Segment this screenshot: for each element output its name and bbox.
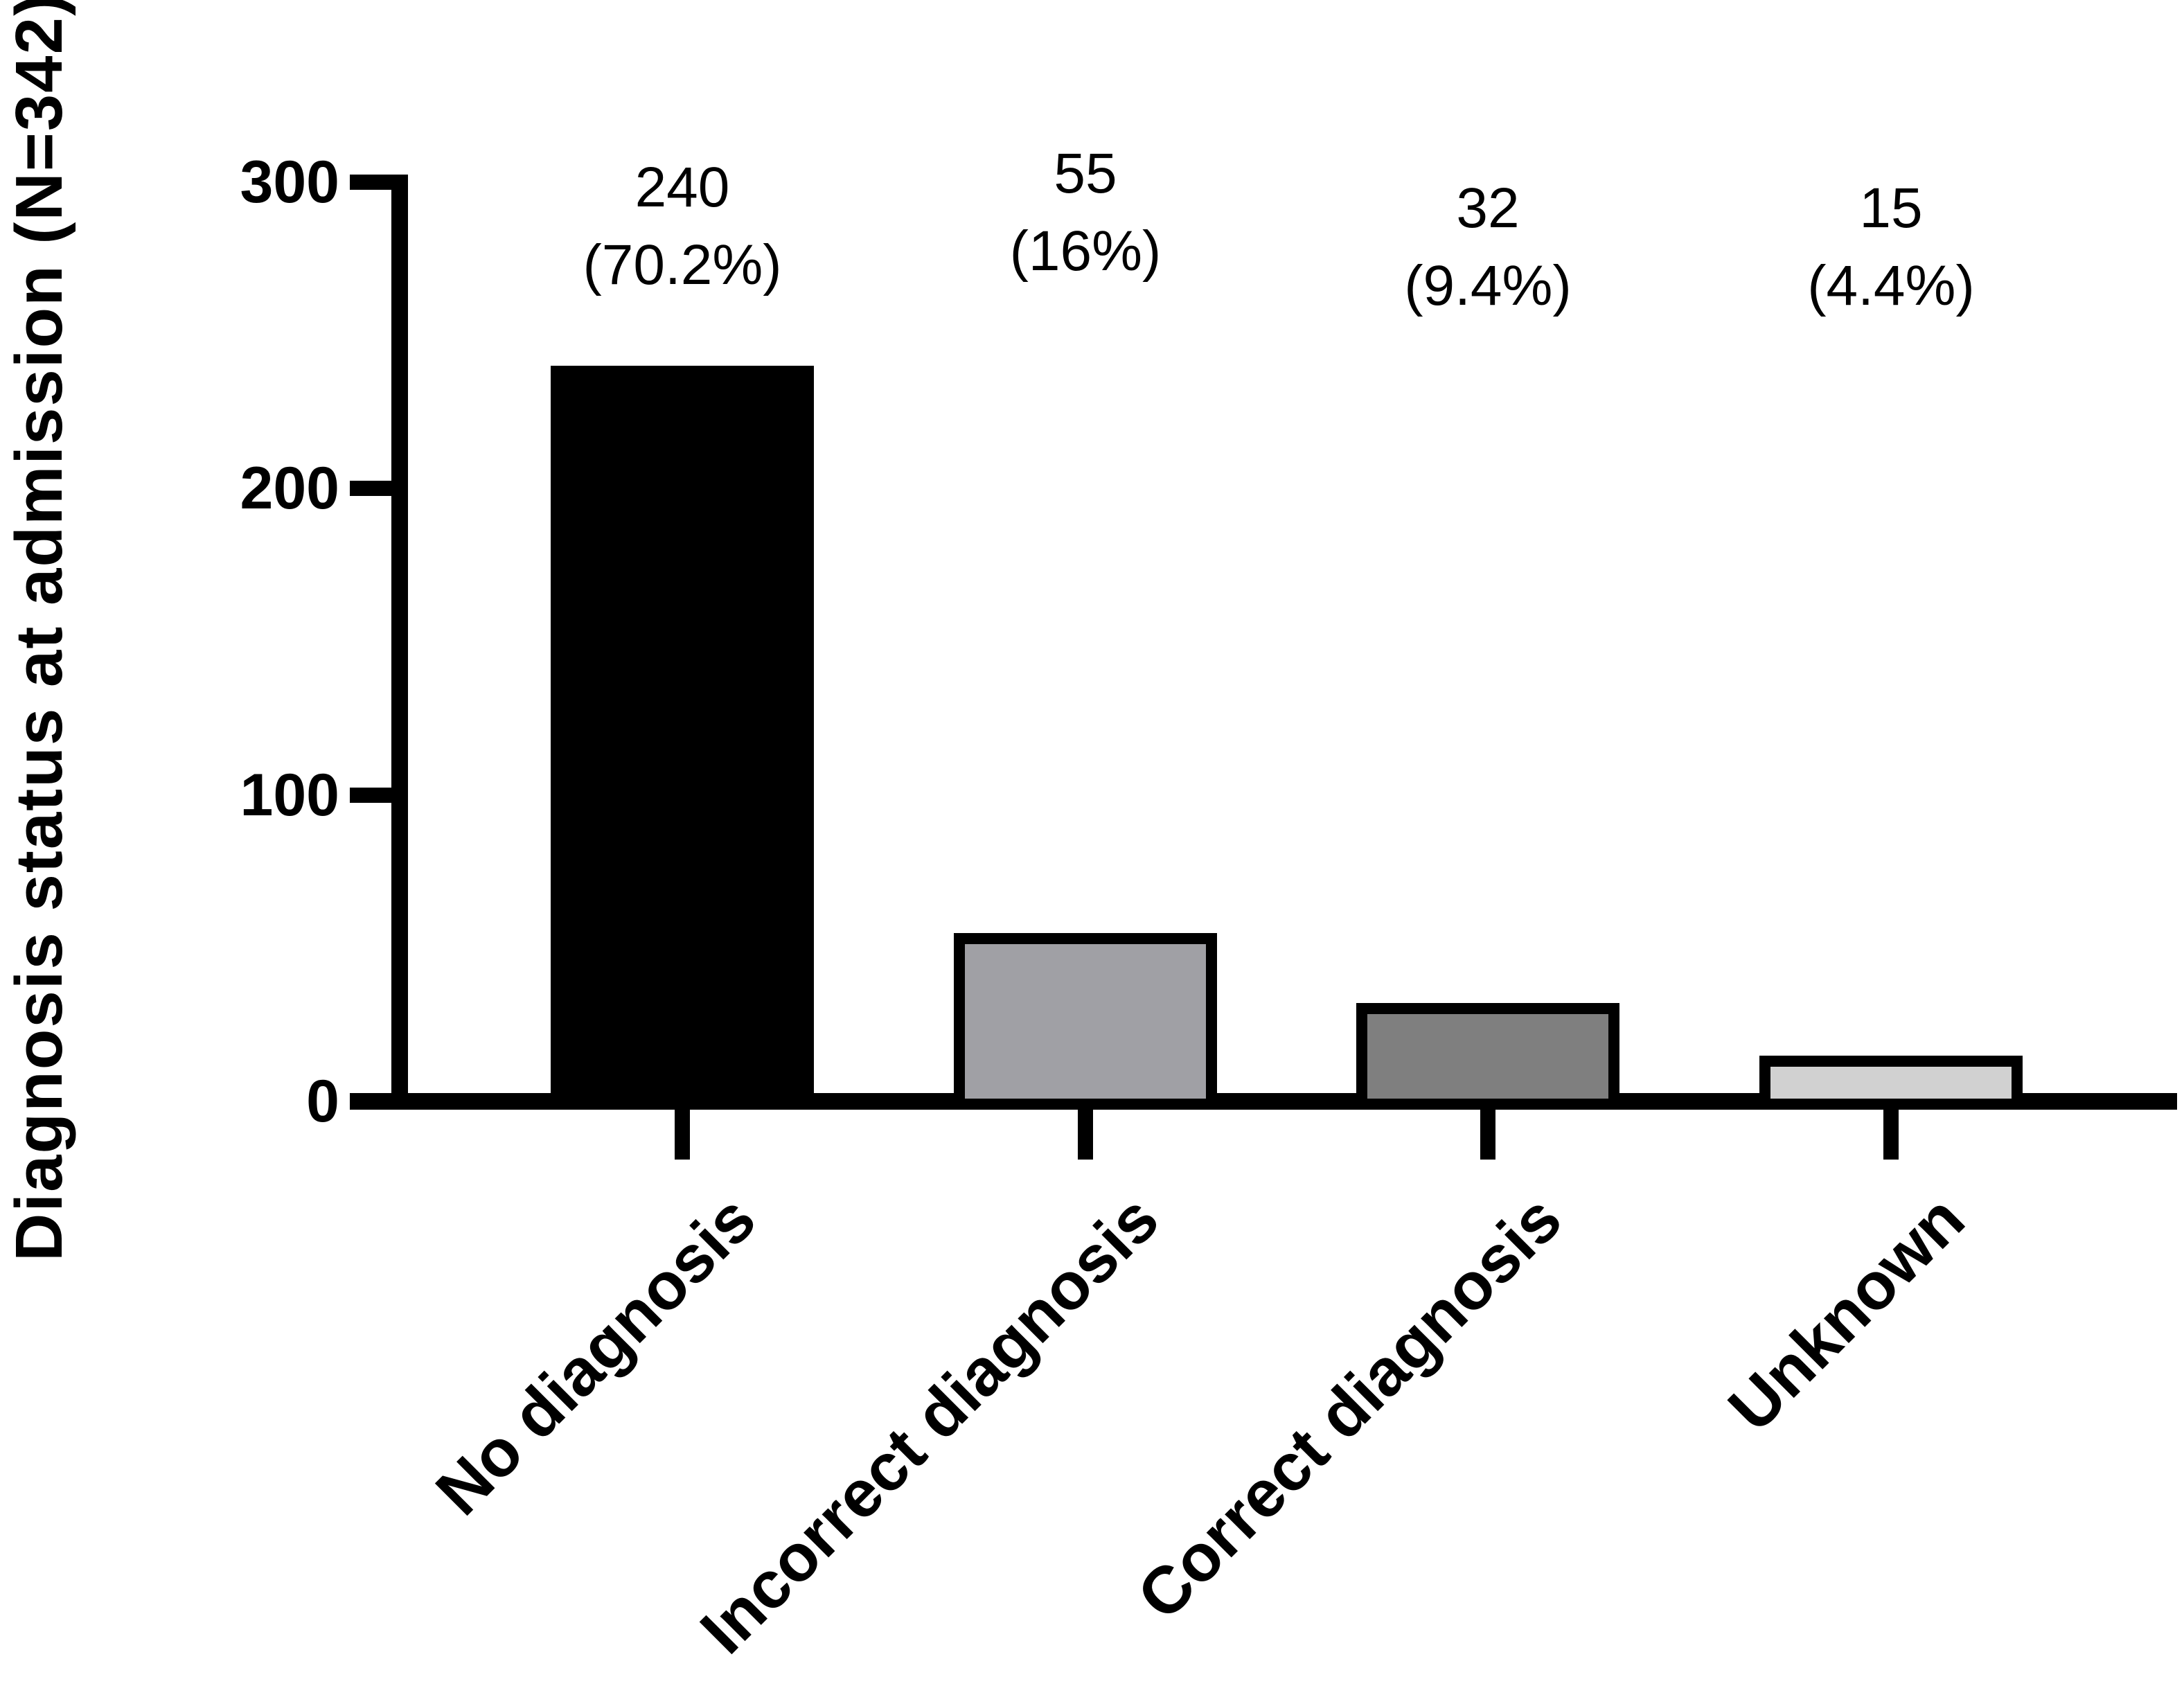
value-label-group: 32 (9.4%) [1245, 170, 1730, 325]
x-tick-mark [1883, 1110, 1899, 1160]
value-count: 32 [1456, 177, 1520, 240]
y-tick-label: 200 [240, 455, 340, 522]
bar-0 [551, 366, 814, 1110]
y-axis-line [391, 175, 408, 1110]
y-tick-label: 300 [240, 149, 340, 215]
y-tick-mark [350, 481, 408, 497]
value-percent: (70.2%) [583, 233, 782, 296]
value-count: 15 [1859, 177, 1923, 240]
bar-1 [954, 932, 1217, 1110]
value-count: 240 [634, 156, 730, 219]
x-tick-mark [675, 1110, 690, 1160]
value-count: 55 [1054, 142, 1117, 205]
bar-2 [1356, 1003, 1619, 1110]
y-tick-mark [350, 175, 408, 190]
y-tick-label: 100 [240, 761, 340, 828]
x-tick-mark [1480, 1110, 1495, 1160]
value-label-group: 240 (70.2%) [440, 149, 925, 304]
y-tick-label: 0 [306, 1068, 339, 1135]
bar-3 [1759, 1055, 2023, 1110]
value-percent: (4.4%) [1807, 254, 1975, 317]
x-tick-mark [1078, 1110, 1093, 1160]
value-percent: (9.4%) [1404, 254, 1572, 317]
value-percent: (16%) [1009, 220, 1162, 283]
x-category-label: Correct diagnosis [1123, 1181, 1576, 1634]
x-category-label: No diagnosis [422, 1181, 770, 1529]
x-category-label: Unknown [1714, 1181, 1979, 1446]
y-tick-mark [350, 787, 408, 803]
value-label-group: 55 (16%) [843, 135, 1328, 290]
value-label-group: 15 (4.4%) [1649, 170, 2133, 325]
x-category-label: Incorrect diagnosis [686, 1181, 1173, 1668]
